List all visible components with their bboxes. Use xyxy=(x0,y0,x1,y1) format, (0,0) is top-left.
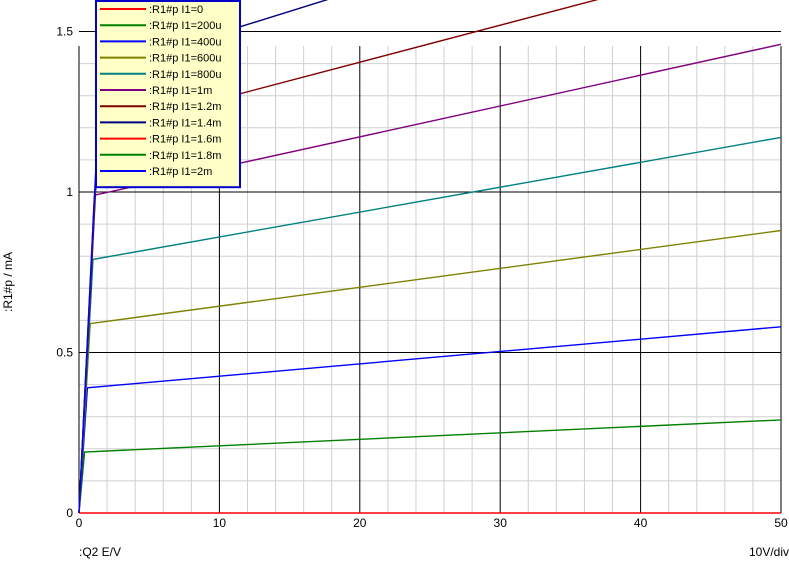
legend-entry: :R1#p I1=800u xyxy=(149,69,221,81)
x-tick-label: 20 xyxy=(353,516,367,530)
legend-entry: :R1#p I1=400u xyxy=(149,36,221,48)
series-line xyxy=(78,0,105,514)
legend-entry: :R1#p I1=1m xyxy=(149,85,212,97)
x-tick-label: 0 xyxy=(76,516,83,530)
y-axis-title: :R1#p / mA xyxy=(1,252,15,312)
x-axis-title: :Q2 E/V xyxy=(79,545,121,559)
legend-entry: :R1#p I1=1.8m xyxy=(149,150,221,162)
legend-entry: :R1#p I1=1.6m xyxy=(149,134,221,146)
legend-entry: :R1#p I1=2m xyxy=(149,166,212,178)
x-tick-label: 50 xyxy=(774,516,788,530)
y-tick-label: 1 xyxy=(66,185,73,199)
legend-entry: :R1#p I1=1.2m xyxy=(149,101,221,113)
y-tick-label: 1.5 xyxy=(56,25,73,39)
x-tick-label: 10 xyxy=(213,516,227,530)
legend-entry: :R1#p I1=0 xyxy=(149,4,203,16)
y-tick-label: 0 xyxy=(66,506,73,520)
legend-entry: :R1#p I1=600u xyxy=(149,53,221,65)
legend-entry: :R1#p I1=200u xyxy=(149,20,221,32)
legend: :R1#p I1=0 :R1#p I1=200u :R1#p I1=400u :R1#… xyxy=(95,0,241,189)
scale-label: 10V/div xyxy=(749,545,789,559)
x-tick-label: 30 xyxy=(494,516,508,530)
legend-box xyxy=(95,0,241,189)
x-tick-label: 40 xyxy=(634,516,648,530)
legend-entry: :R1#p I1=1.4m xyxy=(149,117,221,129)
y-tick-label: 0.5 xyxy=(56,346,73,360)
